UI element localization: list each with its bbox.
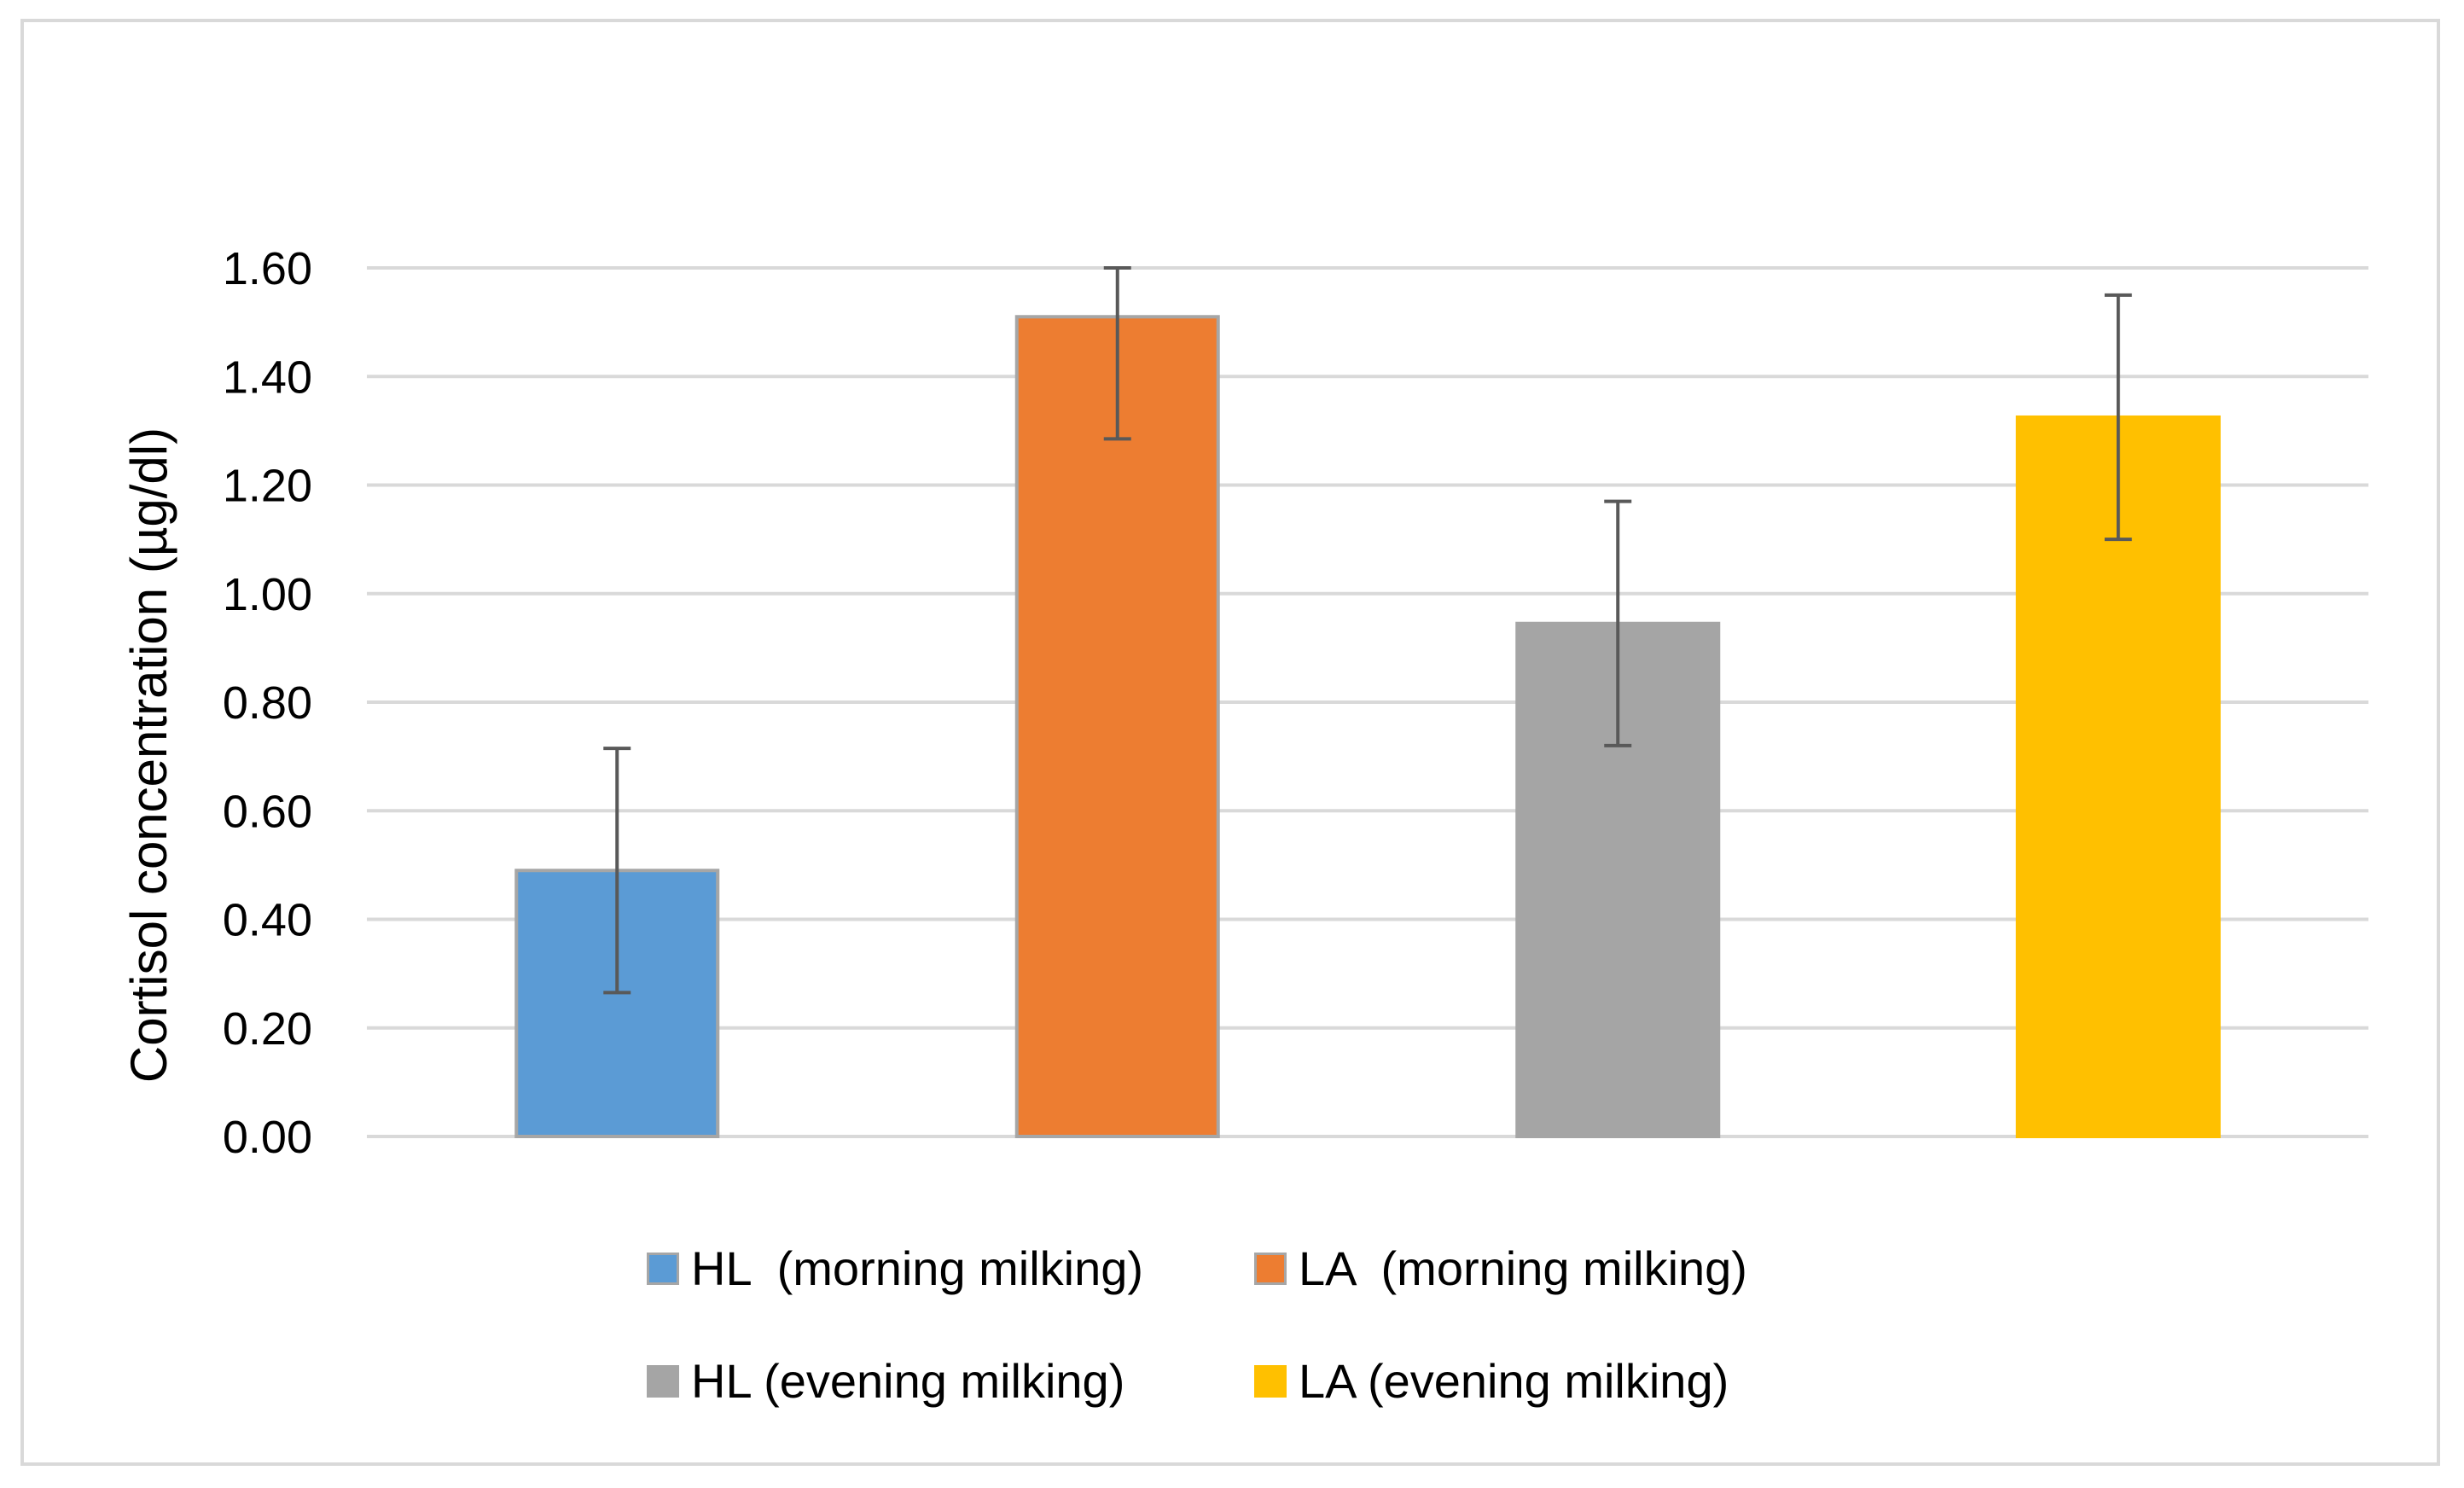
- legend-item-hl-evening: HL (evening milking): [647, 1353, 1124, 1409]
- y-tick-label: 0.60: [223, 786, 312, 837]
- bars: [514, 315, 2221, 1138]
- y-tick-label: 0.80: [223, 677, 312, 729]
- y-tick-label: 0.20: [223, 1003, 312, 1055]
- legend-item-la-evening: LA (evening milking): [1254, 1353, 1729, 1409]
- error-bars: [603, 266, 2132, 995]
- y-tick-label: 1.60: [223, 243, 312, 294]
- legend-item-hl-morning: HL (morning milking): [647, 1241, 1143, 1296]
- legend-label-la-evening: LA (evening milking): [1299, 1354, 1729, 1408]
- bar: [1014, 315, 1220, 1138]
- legend-swatch-la-evening: [1254, 1364, 1287, 1398]
- legend-label-la-morning: LA (morning milking): [1299, 1241, 1747, 1295]
- legend-label-hl-evening: HL (evening milking): [691, 1354, 1125, 1408]
- y-tick-label: 1.40: [223, 352, 312, 403]
- legend-item-la-morning: LA (morning milking): [1254, 1241, 1747, 1296]
- legend-swatch-hl-morning: [647, 1252, 679, 1285]
- y-tick-label: 0.00: [223, 1112, 312, 1163]
- y-tick-label: 1.00: [223, 569, 312, 620]
- y-axis-ticks: 0.00 0.20 0.40 0.60 0.80 1.00 1.20 1.40 1.60: [223, 243, 312, 1163]
- y-tick-label: 1.20: [223, 461, 312, 512]
- y-axis-title: Cortisol concentration (µg/dl): [120, 427, 177, 1083]
- legend-swatch-hl-evening: [647, 1364, 679, 1398]
- legend-swatch-la-morning: [1254, 1252, 1287, 1285]
- y-tick-label: 0.40: [223, 895, 312, 946]
- legend-label-hl-morning: HL (morning milking): [691, 1241, 1144, 1295]
